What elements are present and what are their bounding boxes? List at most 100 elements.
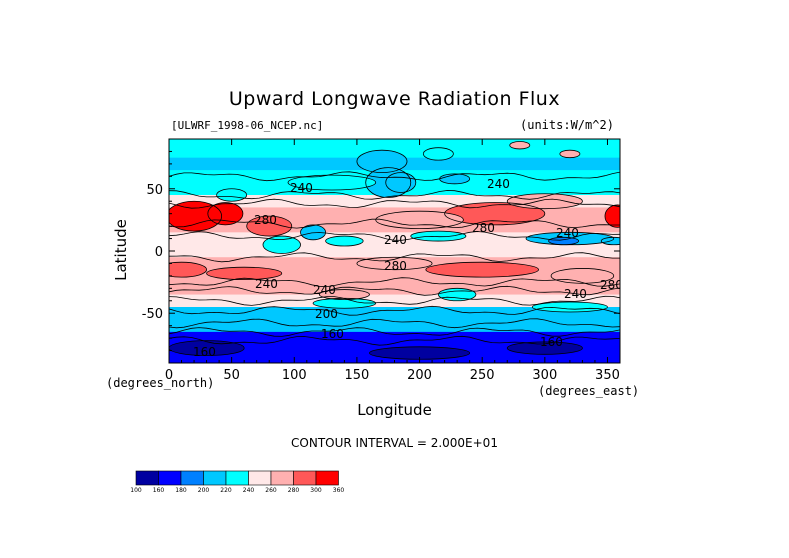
flux-region	[216, 188, 247, 202]
flux-region	[206, 267, 282, 280]
contour-line	[548, 236, 580, 246]
contour-line	[325, 235, 364, 247]
contour-line	[169, 335, 620, 346]
contour-line	[169, 327, 620, 337]
contour-line	[262, 235, 301, 254]
x-tick-label: 350	[595, 368, 620, 383]
contour-line	[207, 202, 244, 226]
contour-line	[600, 236, 620, 246]
contour-line	[509, 141, 531, 150]
colorbar-swatch	[315, 470, 339, 486]
flux-region	[169, 340, 245, 356]
x-tick-label: 0	[165, 368, 173, 383]
contour-label: 280	[472, 221, 495, 235]
flux-region	[300, 224, 326, 240]
contour-line	[169, 277, 620, 288]
x-tick-label: 300	[532, 368, 557, 383]
contour-interval-note: CONTOUR INTERVAL = 2.000E+01	[291, 436, 498, 450]
flux-region	[369, 346, 470, 360]
colorbar-swatch	[248, 470, 272, 486]
colorbar-label: 160	[153, 487, 165, 494]
x-tick-label: 50	[223, 368, 240, 383]
flux-region	[532, 302, 608, 312]
contour-line	[506, 193, 583, 210]
contour-line	[439, 173, 471, 185]
contour-label: 160	[321, 327, 344, 341]
colorbar-label: 100	[130, 487, 142, 494]
contour-line	[506, 341, 583, 355]
contour-label: 280	[254, 213, 277, 227]
contour-line	[169, 231, 620, 241]
contour-line	[287, 174, 377, 191]
contour-line	[169, 252, 620, 263]
contour-line	[169, 318, 620, 329]
contour-line	[169, 340, 245, 356]
contour-line	[604, 204, 620, 228]
contour-line	[422, 147, 454, 161]
flux-region	[207, 202, 243, 225]
contour-line	[312, 297, 377, 309]
contour-label: 280	[600, 278, 623, 292]
contour-line	[385, 172, 417, 193]
flux-region	[356, 150, 408, 173]
x-tick-label: 100	[282, 368, 307, 383]
colorbar-label: 360	[333, 487, 345, 494]
flux-region	[325, 236, 364, 247]
colorbar-label: 280	[288, 487, 300, 494]
y-tick-label: 50	[146, 183, 163, 198]
flux-region	[365, 167, 411, 198]
colorbar-swatch	[135, 470, 159, 486]
contour-label: 240	[384, 233, 407, 247]
flux-region	[604, 204, 620, 228]
flux-region	[313, 298, 376, 309]
colorbar-swatch	[158, 470, 182, 486]
flux-region	[559, 150, 580, 158]
contour-line	[365, 167, 412, 198]
contour-label: 240	[564, 287, 587, 301]
contour-line	[444, 202, 546, 226]
units-label: (units:W/m^2)	[520, 118, 614, 132]
lat-band	[169, 282, 620, 296]
colorbar-label: 240	[243, 487, 255, 494]
flux-region	[375, 211, 464, 229]
flux-region	[423, 147, 454, 161]
colorbar-swatch	[293, 470, 317, 486]
contour-line	[559, 149, 581, 159]
contour-line	[318, 289, 370, 300]
contour-label: 240	[487, 177, 510, 191]
contour-line	[356, 256, 433, 271]
contour-line	[550, 268, 615, 284]
contour-label: 160	[193, 345, 216, 359]
colorbar-label: 260	[265, 487, 277, 494]
flux-region	[246, 216, 292, 237]
y-tick-label: -50	[142, 307, 163, 322]
contour-line	[169, 305, 620, 316]
x-tick-label: 200	[407, 368, 432, 383]
contour-line	[206, 266, 283, 281]
colorbar-swatch	[180, 470, 204, 486]
contour-line	[246, 215, 293, 237]
colorbar-label: 180	[175, 487, 187, 494]
contour-label: 240	[313, 283, 336, 297]
x-axis-unit: (degrees_east)	[538, 384, 640, 398]
flux-region	[262, 236, 301, 254]
contour-line	[169, 261, 207, 278]
contour-label: 160	[540, 335, 563, 349]
flux-region	[319, 289, 370, 300]
contour-label: 200	[315, 307, 338, 321]
flux-region	[169, 201, 222, 232]
contour-line	[531, 301, 608, 313]
contour-line	[169, 285, 620, 296]
flux-region	[509, 141, 530, 149]
flux-region	[507, 341, 583, 355]
contour-line	[169, 171, 620, 182]
chart-title: Upward Longwave Radiation Flux	[228, 88, 561, 110]
contour-line	[169, 218, 620, 229]
y-axis-label: Latitude	[112, 219, 130, 281]
colorbar-label: 200	[198, 487, 210, 494]
contour-line	[169, 200, 223, 232]
x-tick-label: 250	[470, 368, 495, 383]
contour-label: 280	[384, 259, 407, 273]
contour-label: 240	[556, 226, 579, 240]
colorbar-swatch	[225, 470, 249, 486]
